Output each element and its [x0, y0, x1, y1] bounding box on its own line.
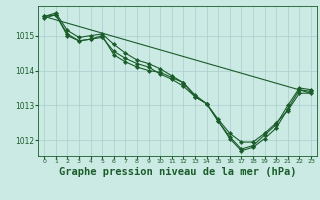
X-axis label: Graphe pression niveau de la mer (hPa): Graphe pression niveau de la mer (hPa)	[59, 167, 296, 177]
